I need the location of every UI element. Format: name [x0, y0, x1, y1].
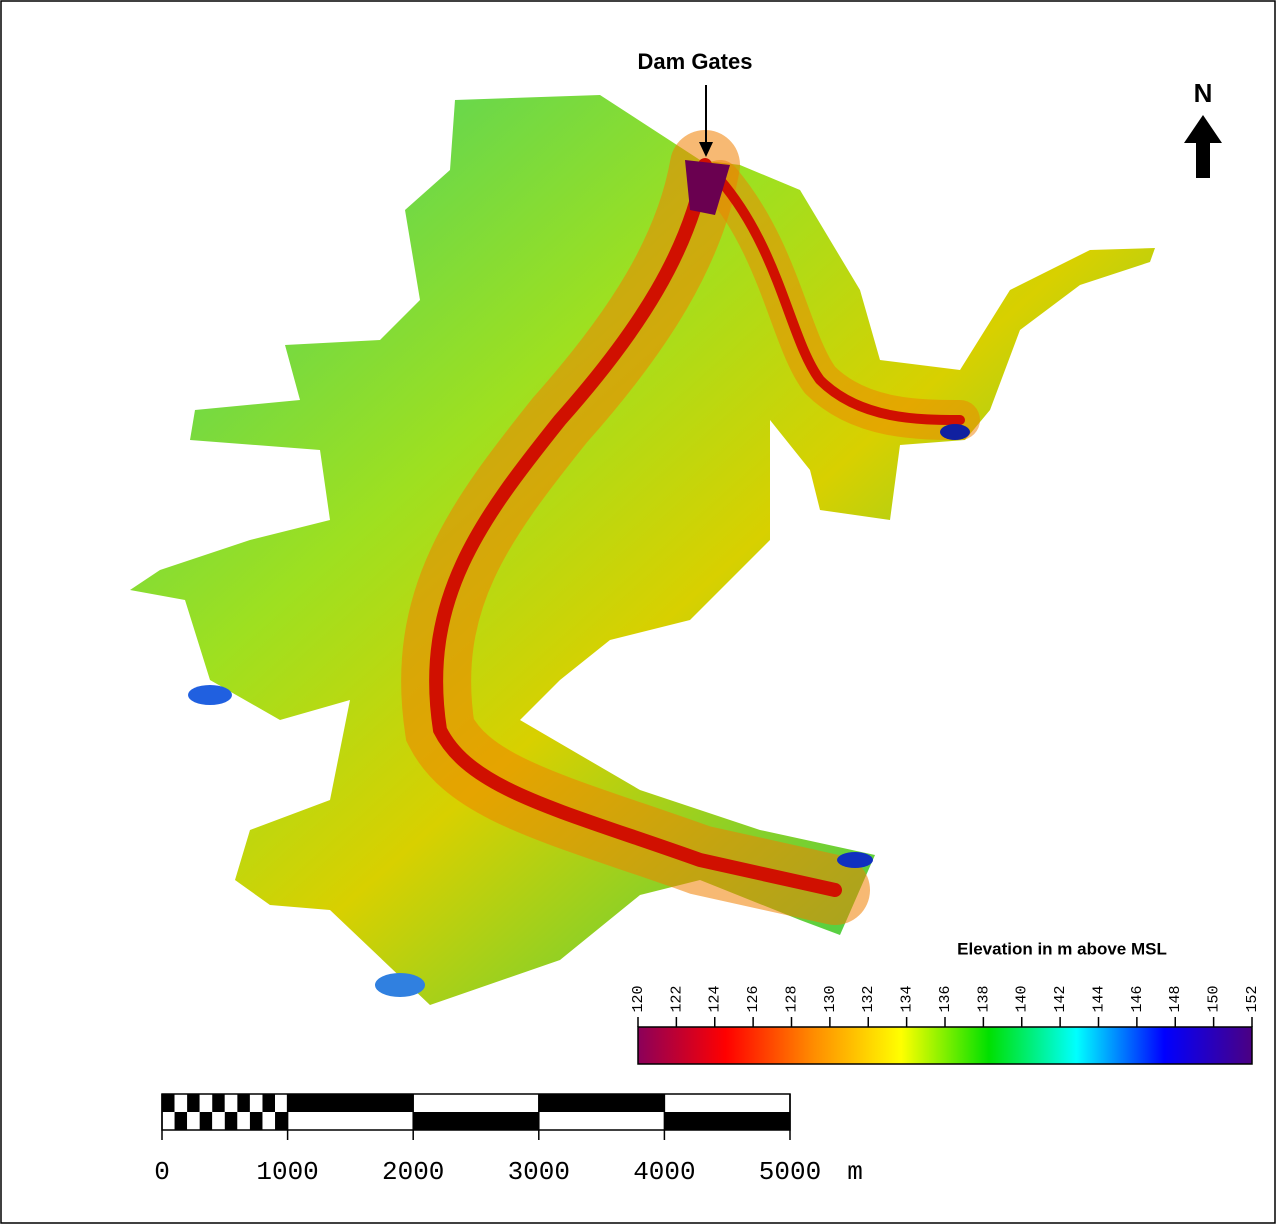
scale-segment [275, 1112, 288, 1130]
scale-segment [225, 1112, 238, 1130]
colorbar-tick-label: 152 [1244, 985, 1261, 1012]
scale-segment [250, 1112, 263, 1130]
scale-segment [187, 1094, 200, 1112]
scale-segment [175, 1094, 188, 1112]
colorbar-tick-label: 150 [1206, 985, 1223, 1012]
colorbar-tick-label: 148 [1167, 985, 1184, 1012]
scale-segment [212, 1112, 225, 1130]
scale-tick-label: 0 [154, 1157, 170, 1187]
colorbar-tick-label: 122 [668, 985, 685, 1012]
scale-segment [275, 1094, 288, 1112]
scale-tick-label: 4000 [633, 1157, 695, 1187]
scale-segment [162, 1094, 175, 1112]
scale-segment [162, 1112, 175, 1130]
map-figure: Dam Gates N Elevation in m above MSL 120… [0, 0, 1277, 1225]
scale-segment [212, 1094, 225, 1112]
scale-segment [664, 1094, 790, 1112]
low-area [837, 852, 873, 868]
legend-title: Elevation in m above MSL [957, 939, 1167, 958]
low-area [188, 685, 232, 705]
scale-segment [200, 1094, 213, 1112]
scale-segment [288, 1094, 414, 1112]
scale-segment [664, 1112, 790, 1130]
scale-segment [237, 1112, 250, 1130]
annotation: Dam Gates [638, 49, 753, 74]
low-area [940, 424, 970, 440]
colorbar-tick-label: 140 [1014, 985, 1031, 1012]
colorbar-tick-label: 128 [783, 985, 800, 1012]
colorbar-tick-label: 134 [899, 985, 916, 1012]
colorbar-tick-label: 144 [1090, 985, 1107, 1012]
colorbar-tick-label: 120 [630, 985, 647, 1012]
colorbar-tick-label: 126 [745, 985, 762, 1012]
scale-segment [262, 1112, 275, 1130]
scale-segment [250, 1094, 263, 1112]
colorbar-tick-label: 138 [975, 985, 992, 1012]
colorbar-tick-label: 124 [707, 985, 724, 1012]
colorbar-tick-label: 130 [822, 985, 839, 1012]
scale-tick-label: 2000 [382, 1157, 444, 1187]
scale-tick-label: 3000 [508, 1157, 570, 1187]
scale-segment [225, 1094, 238, 1112]
scale-unit: m [847, 1157, 863, 1187]
scale-segment [413, 1112, 539, 1130]
scale-segment [539, 1094, 665, 1112]
scale-segment [539, 1112, 665, 1130]
colorbar-tick-label: 132 [860, 985, 877, 1012]
colorbar-tick-label: 146 [1129, 985, 1146, 1012]
scale-segment [262, 1094, 275, 1112]
scale-tick-label: 1000 [256, 1157, 318, 1187]
scale-segment [413, 1094, 539, 1112]
low-area [375, 973, 425, 997]
colorbar-tick-label: 142 [1052, 985, 1069, 1012]
scale-segment [200, 1112, 213, 1130]
scale-segment [187, 1112, 200, 1130]
north-label: N [1194, 78, 1213, 108]
colorbar-tick-label: 136 [937, 985, 954, 1012]
scale-tick-label: 5000 [759, 1157, 821, 1187]
scale-segment [237, 1094, 250, 1112]
colorbar-fill [638, 1027, 1252, 1064]
scale-segment [288, 1112, 414, 1130]
scale-segment [175, 1112, 188, 1130]
